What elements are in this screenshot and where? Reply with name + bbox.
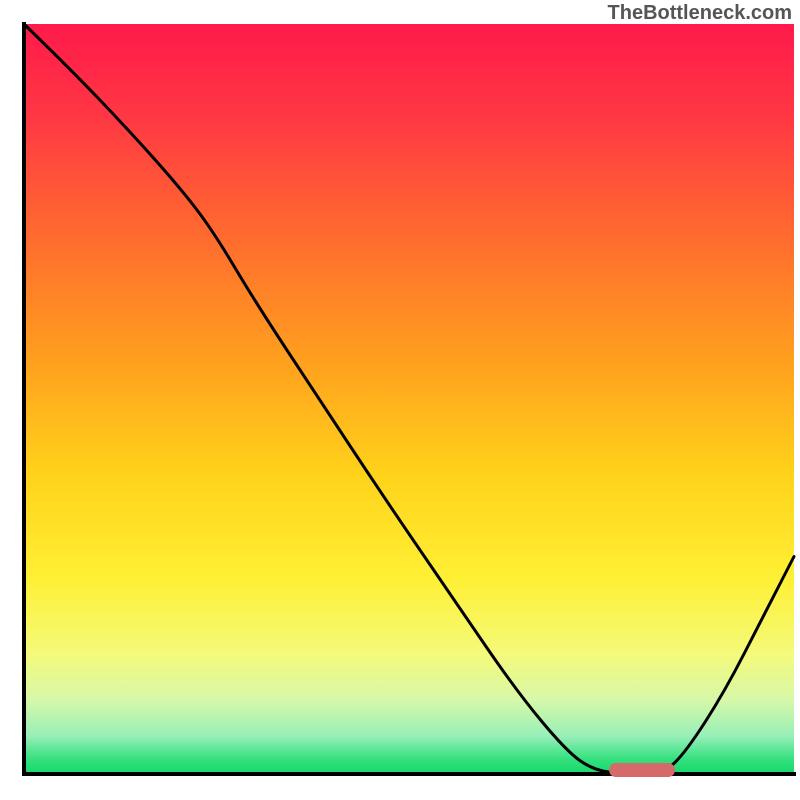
chart-container: TheBottleneck.com [0,0,800,800]
bottleneck-curve [24,24,794,774]
axes-lines [24,24,794,774]
watermark-text: TheBottleneck.com [608,2,792,25]
optimal-marker-pill [609,763,674,777]
plot-area [24,24,794,774]
curve-svg [24,24,794,774]
